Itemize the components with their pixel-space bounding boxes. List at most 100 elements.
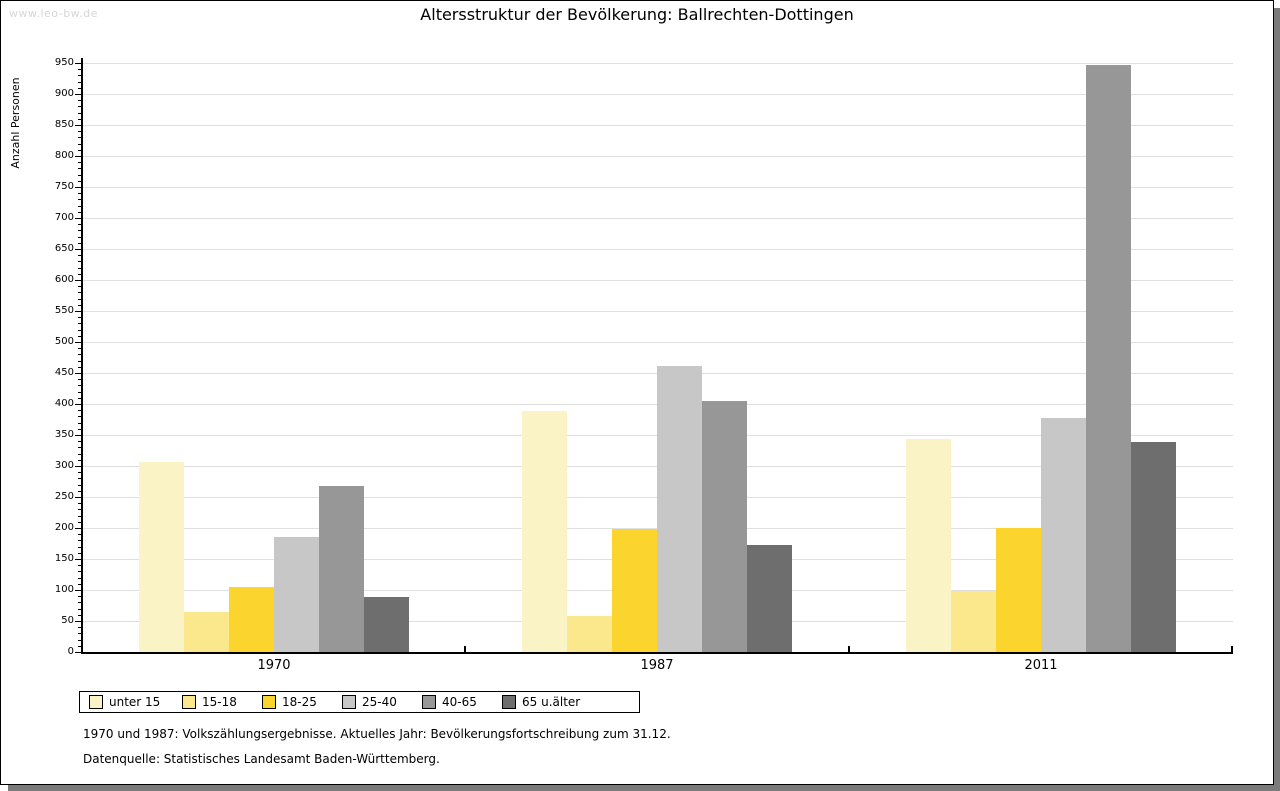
y-minor-tick xyxy=(78,348,82,349)
y-minor-tick xyxy=(78,485,82,486)
y-minor-tick xyxy=(78,292,82,293)
y-minor-tick xyxy=(78,627,82,628)
y-major-tick xyxy=(75,466,82,467)
y-minor-tick xyxy=(78,410,82,411)
y-minor-tick xyxy=(78,224,82,225)
y-minor-tick xyxy=(78,578,82,579)
y-minor-tick xyxy=(78,237,82,238)
y-minor-tick xyxy=(78,150,82,151)
legend-swatch-icon xyxy=(502,695,516,709)
y-minor-tick xyxy=(78,106,82,107)
y-minor-tick xyxy=(78,330,82,331)
y-major-tick xyxy=(75,280,82,281)
x-category-label: 1970 xyxy=(257,658,291,673)
y-minor-tick xyxy=(78,206,82,207)
y-minor-tick xyxy=(78,268,82,269)
y-minor-tick xyxy=(78,168,82,169)
y-gridline xyxy=(83,311,1233,312)
y-major-tick xyxy=(75,156,82,157)
y-minor-tick xyxy=(78,193,82,194)
y-minor-tick xyxy=(78,175,82,176)
legend-label: 15-18 xyxy=(202,695,237,709)
y-tick-label: 350 xyxy=(54,429,74,440)
bar-40-65-1970 xyxy=(319,486,364,652)
legend-label: unter 15 xyxy=(109,695,161,709)
y-minor-tick xyxy=(78,299,82,300)
y-major-tick xyxy=(75,528,82,529)
y-minor-tick xyxy=(78,491,82,492)
y-major-tick xyxy=(75,218,82,219)
page-shadow-right xyxy=(1274,8,1280,791)
bar-65-u.älter-1987 xyxy=(747,545,792,652)
y-minor-tick xyxy=(78,447,82,448)
y-axis-line xyxy=(81,58,83,654)
legend: unter 15 15-18 18-25 25-40 40-65 65 u.älter xyxy=(79,691,640,713)
y-major-tick xyxy=(75,435,82,436)
x-category-label: 2011 xyxy=(1024,658,1058,673)
y-minor-tick xyxy=(78,336,82,337)
y-minor-tick xyxy=(78,323,82,324)
y-minor-tick xyxy=(78,317,82,318)
y-minor-tick xyxy=(78,565,82,566)
y-tick-label: 950 xyxy=(54,57,74,68)
y-minor-tick xyxy=(78,305,82,306)
y-minor-tick xyxy=(78,255,82,256)
y-minor-tick xyxy=(78,100,82,101)
y-tick-label: 550 xyxy=(54,305,74,316)
y-minor-tick xyxy=(78,416,82,417)
y-major-tick xyxy=(75,94,82,95)
bar-unter-15-1987 xyxy=(522,411,567,652)
y-minor-tick xyxy=(78,199,82,200)
y-minor-tick xyxy=(78,609,82,610)
y-tick-label: 650 xyxy=(54,243,74,254)
y-gridline xyxy=(83,187,1233,188)
y-minor-tick xyxy=(78,547,82,548)
y-minor-tick xyxy=(78,516,82,517)
bar-40-65-1987 xyxy=(702,401,747,652)
y-major-tick xyxy=(75,404,82,405)
y-minor-tick xyxy=(78,398,82,399)
y-tick-label: 250 xyxy=(54,491,74,502)
y-tick-label: 800 xyxy=(54,150,74,161)
y-major-tick xyxy=(75,249,82,250)
bar-unter-15-1970 xyxy=(139,462,184,652)
y-minor-tick xyxy=(78,82,82,83)
y-minor-tick xyxy=(78,162,82,163)
y-minor-tick xyxy=(78,460,82,461)
bar-65-u.älter-2011 xyxy=(1131,442,1176,652)
footnote-line-2: Datenquelle: Statistisches Landesamt Bad… xyxy=(83,752,440,766)
y-minor-tick xyxy=(78,596,82,597)
y-gridline xyxy=(83,342,1233,343)
y-gridline xyxy=(83,249,1233,250)
y-gridline xyxy=(83,218,1233,219)
y-tick-label: 300 xyxy=(54,460,74,471)
y-minor-tick xyxy=(78,478,82,479)
legend-swatch-icon xyxy=(89,695,103,709)
y-minor-tick xyxy=(78,615,82,616)
bar-15-18-1987 xyxy=(567,616,612,652)
bar-18-25-1987 xyxy=(612,529,657,652)
bar-15-18-2011 xyxy=(951,591,996,652)
y-major-tick xyxy=(75,311,82,312)
y-tick-label: 600 xyxy=(54,274,74,285)
y-tick-label: 0 xyxy=(67,646,74,657)
y-minor-tick xyxy=(78,88,82,89)
y-minor-tick xyxy=(78,584,82,585)
y-gridline xyxy=(83,94,1233,95)
bar-25-40-2011 xyxy=(1041,418,1086,652)
x-axis-line xyxy=(81,652,1233,654)
y-gridline xyxy=(83,63,1233,64)
y-minor-tick xyxy=(78,503,82,504)
y-minor-tick xyxy=(78,454,82,455)
y-minor-tick xyxy=(78,113,82,114)
y-major-tick xyxy=(75,590,82,591)
y-tick-label: 500 xyxy=(54,336,74,347)
y-gridline xyxy=(83,280,1233,281)
y-minor-tick xyxy=(78,534,82,535)
y-minor-tick xyxy=(78,385,82,386)
bar-40-65-2011 xyxy=(1086,65,1131,652)
y-tick-label: 900 xyxy=(54,88,74,99)
bar-18-25-2011 xyxy=(996,528,1041,652)
y-minor-tick xyxy=(78,361,82,362)
